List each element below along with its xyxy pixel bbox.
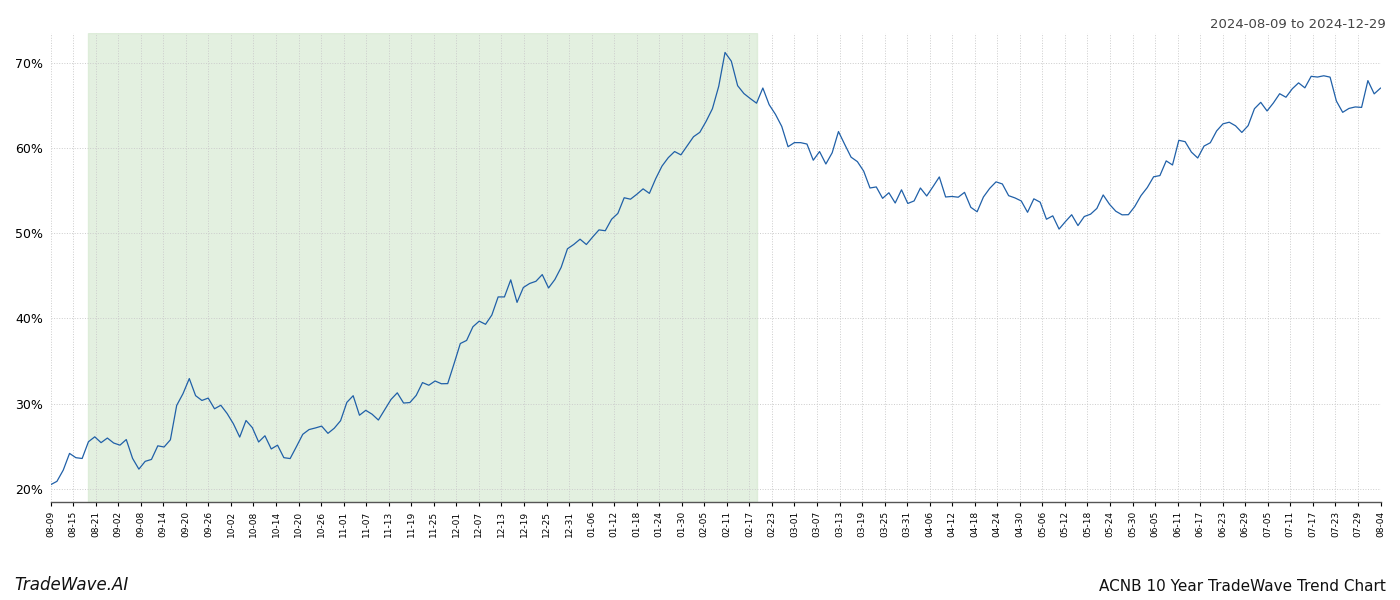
Text: TradeWave.AI: TradeWave.AI: [14, 576, 129, 594]
Text: ACNB 10 Year TradeWave Trend Chart: ACNB 10 Year TradeWave Trend Chart: [1099, 579, 1386, 594]
Bar: [88, 33, 756, 502]
Text: 2024-08-09 to 2024-12-29: 2024-08-09 to 2024-12-29: [1210, 18, 1386, 31]
